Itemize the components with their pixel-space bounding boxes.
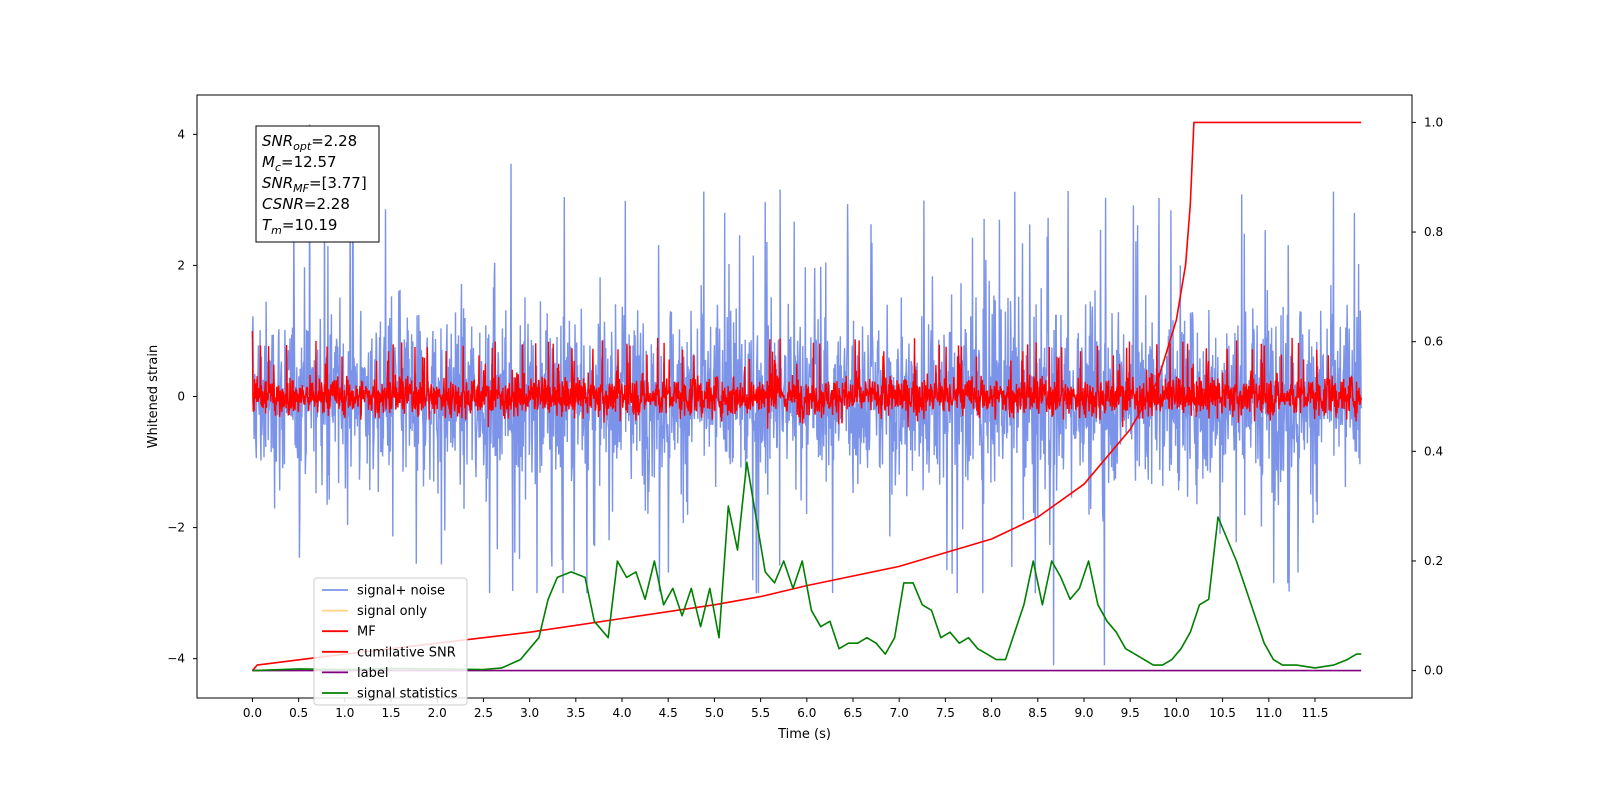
annotation-subscript: MF: [293, 182, 309, 195]
x-tick-label: 11.0: [1255, 706, 1282, 720]
x-tick-label: 8.5: [1028, 706, 1047, 720]
series-signal-noise-line: [251, 124, 1362, 666]
x-tick-label: 8.0: [982, 706, 1001, 720]
y-axis-label: Whitened strain: [146, 345, 161, 448]
y-tick-label: 2: [177, 258, 185, 272]
x-tick-label: 1.0: [335, 706, 354, 720]
x-tick-label: 2.5: [474, 706, 493, 720]
legend-label: MF: [357, 625, 376, 640]
annotation-symbol: SNR: [262, 132, 293, 150]
annotation-frame: [255, 125, 380, 243]
x-tick-label: 9.5: [1121, 706, 1140, 720]
x-tick-label: 4.5: [659, 706, 678, 720]
x-tick-label: 7.5: [936, 706, 955, 720]
x-tick-label: 2.0: [428, 706, 447, 720]
legend-label: label: [357, 666, 388, 681]
y-tick-label: 4: [177, 127, 185, 141]
x-tick-label: 10.5: [1209, 706, 1236, 720]
y2-tick-label: 0.6: [1424, 335, 1443, 349]
legend-label: signal+ noise: [357, 584, 445, 599]
series-mf-line: [251, 330, 1362, 429]
x-tick-label: 6.0: [797, 706, 816, 720]
annotation-line: SNRopt=2.28: [262, 132, 357, 153]
x-tick-label: 6.5: [843, 706, 862, 720]
x-tick-label: 10.0: [1163, 706, 1190, 720]
x-tick-label: 9.0: [1074, 706, 1093, 720]
x-tick-label: 3.0: [520, 706, 539, 720]
axes: 0.0 0.5 1.0 1.5 2.0 2.5 3.0 3.5 4.0 4.5 5.0 5.5 6.0 6…: [146, 94, 1443, 742]
x-tick-label: 11.5: [1302, 706, 1329, 720]
annotation-symbol: CSNR: [262, 195, 304, 213]
x-tick-label: 1.5: [381, 706, 400, 720]
x-tick-label: 0.5: [289, 706, 308, 720]
legend-frame: [313, 577, 468, 706]
y-tick-label: 0: [177, 390, 185, 404]
y2-tick-label: 0.0: [1424, 664, 1443, 678]
series-signal-statistics-line: [252, 461, 1362, 672]
x-tick-label: 3.5: [566, 706, 585, 720]
annotation-line: CSNR=2.28: [262, 195, 350, 213]
y2-tick-label: 1.0: [1424, 115, 1443, 129]
y-tick-label: −2: [167, 521, 185, 535]
annotation-subscript: c: [275, 161, 281, 174]
x-tick-label: 5.0: [705, 706, 724, 720]
legend-label: signal statistics: [357, 687, 458, 702]
legend-label: cumilative SNR: [357, 645, 456, 660]
legend-label: signal only: [357, 604, 427, 619]
annotation-value: =10.19: [282, 216, 338, 234]
annotation-value: =[3.77]: [309, 174, 367, 192]
annotation-subscript: opt: [293, 140, 312, 153]
annotation-symbol: T: [262, 216, 273, 234]
annotation-symbol: M: [262, 153, 275, 171]
annotation-line: Mc=12.57: [262, 153, 337, 174]
x-axis-label: Time (s): [777, 727, 831, 742]
y2-tick-label: 0.2: [1424, 554, 1443, 568]
annotation-subscript: m: [271, 224, 282, 237]
annotation-symbol: SNR: [262, 174, 293, 192]
x-tick-label: 4.0: [612, 706, 631, 720]
annotation-line: SNRMF=[3.77]: [262, 174, 367, 195]
x-tick-label: 0.0: [243, 706, 262, 720]
annotation-line: Tm=10.19: [262, 216, 337, 237]
y-tick-label: −4: [167, 652, 185, 666]
annotation-value: =2.28: [304, 195, 350, 213]
x-tick-label: 7.0: [890, 706, 909, 720]
legend: signal+ noise signal only MF cumilative SNR…: [313, 577, 468, 706]
annotation-value: =2.28: [311, 132, 357, 150]
y2-tick-label: 0.8: [1424, 225, 1443, 239]
x-tick-label: 5.5: [751, 706, 770, 720]
y2-tick-label: 0.4: [1424, 444, 1443, 458]
annotation-box: SNRopt=2.28Mc=12.57SNRMF=[3.77]CSNR=2.28…: [255, 125, 380, 243]
annotation-value: =12.57: [281, 153, 337, 171]
